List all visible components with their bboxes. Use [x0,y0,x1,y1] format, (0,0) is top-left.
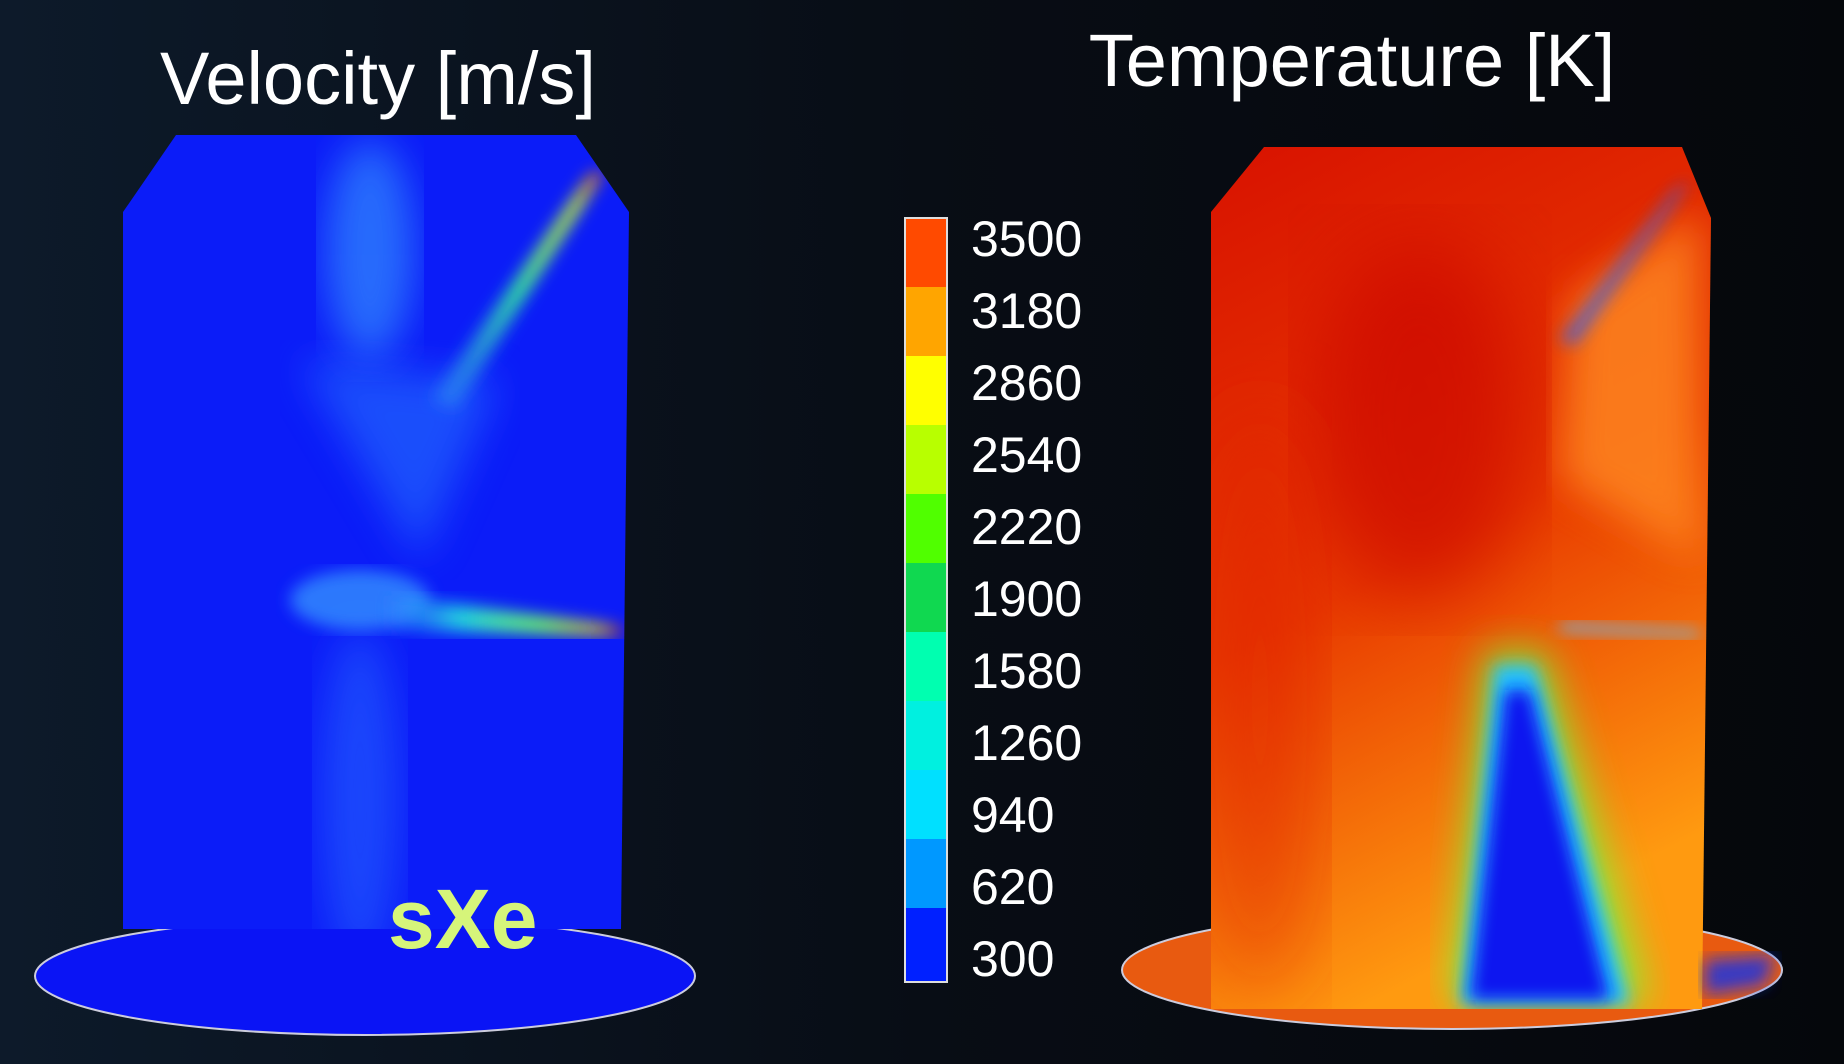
panel-title: Temperature [K] [1089,19,1615,102]
colorbar-label: 3500 [971,211,1082,267]
colorbar-label: 300 [971,931,1054,987]
case-label: sXe [388,872,537,966]
colorbar-label: 940 [971,787,1054,843]
temperature-field [1122,147,1782,1029]
figure: sXe Velocity [m/s] Temperature [K] [0,0,1844,1064]
panel-title: Velocity [m/s] [160,37,596,120]
colorbar-label: 1900 [971,571,1082,627]
colorbar-label: 2540 [971,427,1082,483]
velocity-field: sXe [35,135,695,1035]
colorbar-label: 620 [971,859,1054,915]
colorbar-label: 1580 [971,643,1082,699]
colorbar-label: 1260 [971,715,1082,771]
colorbar-label: 2860 [971,355,1082,411]
colorbar-label: 2220 [971,499,1082,555]
colorbar-label: 3180 [971,283,1082,339]
colorbar [905,218,947,982]
